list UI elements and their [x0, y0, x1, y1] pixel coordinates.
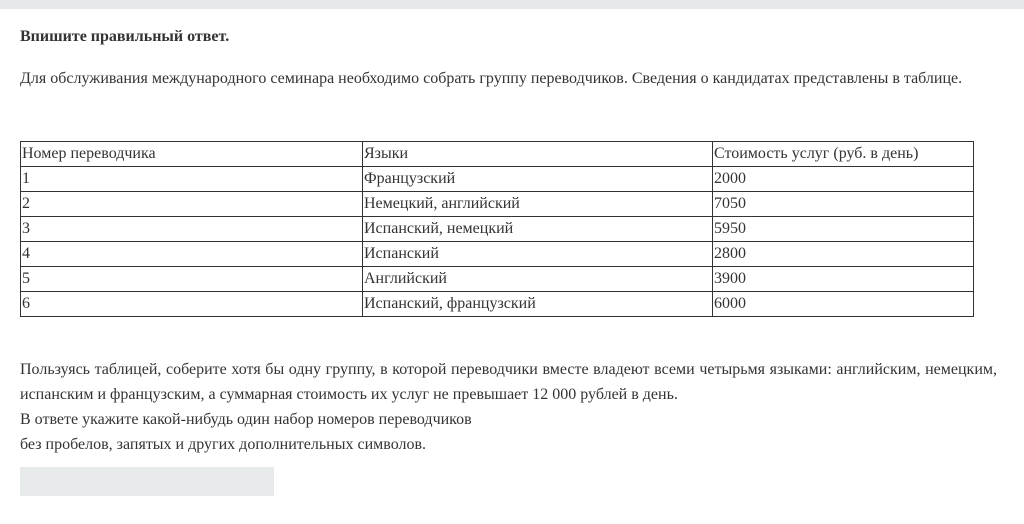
- table-cell: 2000: [712, 166, 974, 192]
- table-row: 2 Немецкий, английский 7050: [20, 191, 974, 217]
- table-cell: 4: [20, 241, 363, 267]
- table-cell: 6000: [712, 291, 974, 317]
- top-bar: [0, 0, 1024, 9]
- table-cell: 7050: [712, 191, 974, 217]
- table-cell: 2: [20, 191, 363, 217]
- table-cell: 1: [20, 166, 363, 192]
- table-header-cell: Номер переводчика: [20, 141, 363, 167]
- table-cell: Испанский: [362, 241, 713, 267]
- table-cell: Немецкий, английский: [362, 191, 713, 217]
- table-header-row: Номер переводчика Языки Стоимость услуг (р…: [20, 141, 974, 167]
- task-line-1: Пользуясь таблицей, соберите хотя бы одн…: [20, 361, 997, 403]
- table-row: 6 Испанский, французский 6000: [20, 291, 974, 317]
- translators-table: Номер переводчика Языки Стоимость услуг (р…: [20, 141, 974, 317]
- table-cell: Французский: [362, 166, 713, 192]
- table-cell: Английский: [362, 266, 713, 292]
- table-row: 5 Английский 3900: [20, 266, 974, 292]
- table-cell: 3900: [712, 266, 974, 292]
- table-cell: 2800: [712, 241, 974, 267]
- task-line-3: без пробелов, запятых и других дополните…: [20, 436, 427, 453]
- table-cell: 6: [20, 291, 363, 317]
- table-cell: Испанский, французский: [362, 291, 713, 317]
- table-row: 3 Испанский, немецкий 5950: [20, 216, 974, 242]
- table-cell: Испанский, немецкий: [362, 216, 713, 242]
- task-text: Пользуясь таблицей, соберите хотя бы одн…: [20, 357, 997, 457]
- table-header-cell: Языки: [362, 141, 713, 167]
- question-intro: Для обслуживания международного семинара…: [20, 70, 963, 87]
- table-row: 1 Французский 2000: [20, 166, 974, 192]
- table-cell: 5: [20, 266, 363, 292]
- task-line-2: В ответе укажите какой-нибудь один набор…: [20, 411, 472, 428]
- table-header-cell: Стоимость услуг (руб. в день): [712, 141, 974, 167]
- table-cell: 3: [20, 216, 363, 242]
- table-cell: 5950: [712, 216, 974, 242]
- question-instruction: Впишите правильный ответ.: [20, 28, 230, 45]
- answer-input[interactable]: [20, 467, 274, 496]
- table-row: 4 Испанский 2800: [20, 241, 974, 267]
